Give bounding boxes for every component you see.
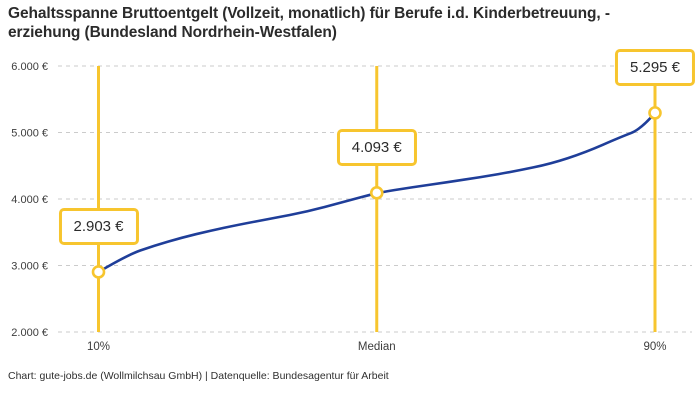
y-tick-label: 5.000 € [11,128,48,140]
x-tick-label: 10% [87,341,110,353]
value-label: 4.093 € [336,128,417,166]
y-tick-label: 4.000 € [11,194,48,206]
marker-point [648,106,662,120]
y-tick-label: 3.000 € [11,261,48,273]
value-label: 5.295 € [614,48,696,86]
chart-title: Gehaltsspanne Bruttoentgelt (Vollzeit, m… [8,5,610,41]
value-label: 2.903 € [58,207,139,245]
y-tick-label: 2.000 € [11,327,48,339]
x-tick-label: Median [358,341,396,353]
marker-point [91,265,106,279]
marker-point [369,186,384,200]
x-tick-label: 90% [643,341,666,353]
y-tick-label: 6.000 € [11,61,48,73]
chart-footer: Chart: gute-jobs.de (Wollmilchsau GmbH) … [8,370,389,382]
